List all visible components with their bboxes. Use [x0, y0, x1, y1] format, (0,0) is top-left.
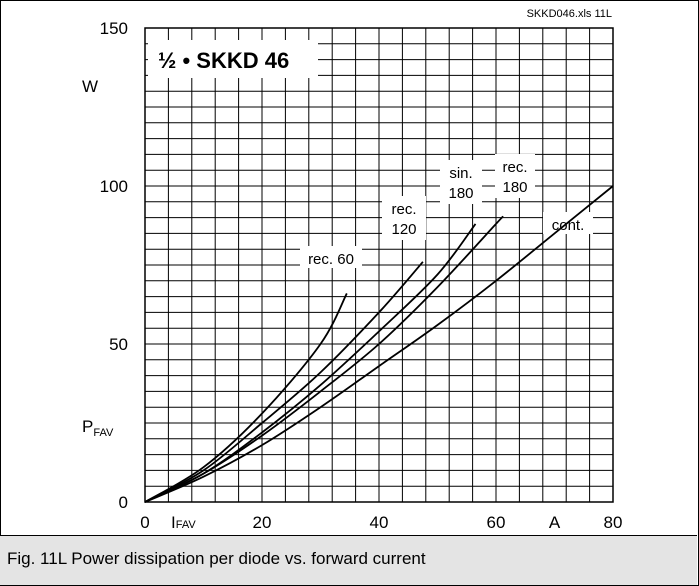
series-label-rec-120: 120 [391, 221, 416, 238]
chart-title: ½ • SKKD 46 [158, 48, 289, 73]
x-tick-label: 40 [370, 513, 389, 532]
y-tick-label: 0 [119, 493, 128, 512]
label-background-rec-180 [495, 154, 535, 198]
series-label-rec-180: 180 [502, 179, 527, 196]
y-axis-label: PFAV [82, 417, 114, 439]
y-unit-label: W [82, 77, 98, 96]
y-tick-label: 50 [109, 335, 128, 354]
label-background-sin-180 [440, 160, 482, 204]
x-unit-label: A [549, 513, 561, 532]
series-line-rec-180 [144, 215, 504, 503]
series-label-cont: cont. [552, 217, 585, 234]
series-label-rec-120: rec. [391, 201, 416, 218]
series-label-sin-180: sin. [449, 165, 472, 182]
source-label: SKKD046.xls 11L [527, 8, 612, 20]
series-label-rec-180: rec. [502, 159, 527, 176]
x-tick-label: 80 [604, 513, 623, 532]
series-label-rec-60: rec. 60 [308, 251, 354, 268]
series-line-rec-120 [144, 261, 424, 503]
x-axis-label: IFAV [171, 513, 196, 532]
series-line-rec-60 [144, 292, 348, 503]
caption-text: Fig. 11L Power dissipation per diode vs.… [7, 549, 426, 568]
y-tick-label: 150 [100, 19, 128, 38]
label-background-rec-120 [382, 196, 426, 240]
x-tick-label: 20 [253, 513, 272, 532]
title-background [148, 40, 318, 78]
y-tick-label: 100 [100, 177, 128, 196]
x-tick-label: 60 [487, 513, 506, 532]
series-line-cont [144, 185, 614, 503]
plot-border [144, 27, 614, 503]
x-tick-label: 0 [140, 513, 149, 532]
series-label-sin-180: 180 [448, 185, 473, 202]
label-background-rec-60 [300, 246, 362, 268]
figure-caption: Fig. 11L Power dissipation per diode vs.… [0, 535, 697, 585]
